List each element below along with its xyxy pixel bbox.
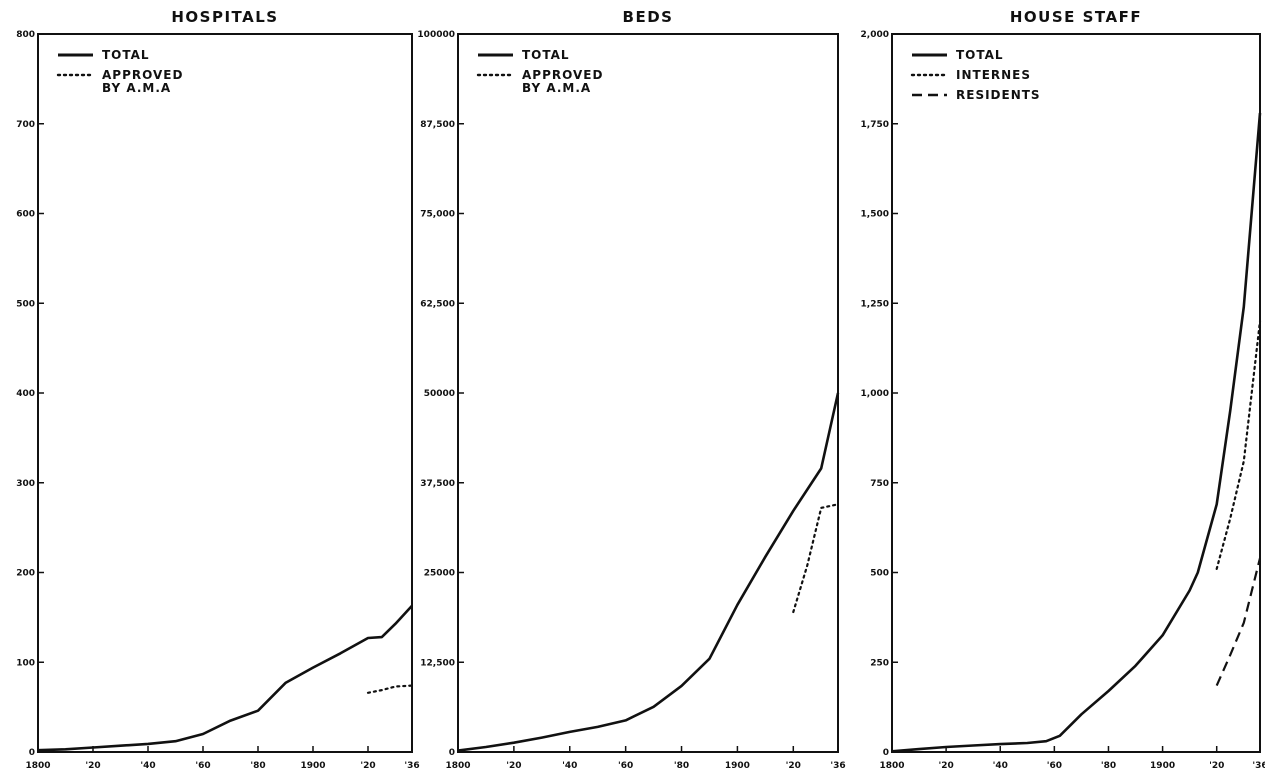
x-tick-label: '36 [830, 761, 845, 771]
x-tick-label: '20 [506, 761, 521, 771]
y-tick-label: 75,000 [420, 210, 455, 220]
plot-frame [457, 33, 839, 753]
y-tick-label: 37,500 [420, 479, 455, 489]
y-tick-label: 1,250 [861, 299, 889, 309]
y-tick-label: 250 [870, 658, 889, 668]
x-tick-label: '20 [1209, 761, 1224, 771]
series-line-total [457, 392, 840, 752]
x-tick-label: '80 [1101, 761, 1116, 771]
x-tick-label: '80 [674, 761, 689, 771]
chart-title: BEDS [623, 8, 674, 26]
y-tick-label: 400 [16, 389, 35, 399]
x-tick-label: '20 [786, 761, 801, 771]
chart-title: HOUSE STAFF [1010, 8, 1142, 26]
legend-label-approved-by-a-m-a: APPROVED BY A.M.A [102, 68, 183, 95]
x-tick-label: '20 [938, 761, 953, 771]
y-tick-label: 750 [870, 479, 889, 489]
x-tick-label: 1800 [879, 761, 904, 771]
y-tick-label: 1,750 [861, 120, 889, 130]
y-tick-label: 50000 [424, 389, 455, 399]
y-tick-label: 12,500 [420, 658, 455, 668]
y-tick-label: 600 [16, 210, 35, 220]
x-tick-label: '36 [1252, 761, 1265, 771]
x-tick-label: 1900 [725, 761, 750, 771]
chart-panel-house-staff: HOUSE STAFF 0 250 500 750 1,000 1,250 1,500 1,75… [861, 8, 1265, 771]
y-tick-label: 1,000 [861, 389, 889, 399]
legend-label-total: TOTAL [522, 48, 570, 62]
chart-panel-beds: BEDS 0 12,500 25000 37,500 50000 62,500 75,000 8… [417, 8, 845, 771]
y-tick-label: 200 [16, 569, 35, 579]
x-tick-label: 1900 [300, 761, 325, 771]
y-tick-label: 700 [16, 120, 35, 130]
legend-label-total: TOTAL [102, 48, 150, 62]
x-tick-label: '40 [562, 761, 577, 771]
y-tick-label: 62,500 [420, 299, 455, 309]
y-tick-label: 2,000 [861, 30, 889, 40]
series-line-approved-by-a-m-a [792, 503, 840, 614]
series-line-total [891, 112, 1262, 753]
x-tick-label: 1900 [1150, 761, 1175, 771]
y-tick-label: 0 [883, 748, 889, 758]
x-tick-label: '36 [404, 761, 419, 771]
x-tick-label: '60 [195, 761, 210, 771]
chart-title: HOSPITALS [171, 8, 278, 26]
x-tick-label: 1800 [25, 761, 50, 771]
y-tick-label: 500 [870, 569, 889, 579]
x-tick-label: '20 [85, 761, 100, 771]
x-tick-label: 1800 [445, 761, 470, 771]
y-tick-label: 100 [16, 658, 35, 668]
series-line-residents [1215, 557, 1262, 687]
y-tick-label: 500 [16, 299, 35, 309]
x-tick-label: '60 [618, 761, 633, 771]
plot-frame [891, 33, 1261, 753]
legend-label-residents: RESIDENTS [956, 88, 1041, 102]
x-tick-label: '20 [360, 761, 375, 771]
y-tick-label: 0 [29, 748, 35, 758]
x-tick-label: '80 [250, 761, 265, 771]
y-tick-label: 100000 [417, 30, 455, 40]
legend-label-approved-by-a-m-a: APPROVED BY A.M.A [522, 68, 603, 95]
y-tick-label: 25000 [424, 569, 455, 579]
y-tick-label: 0 [449, 748, 455, 758]
x-tick-label: '60 [1047, 761, 1062, 771]
y-tick-label: 87,500 [420, 120, 455, 130]
series-line-internes [1215, 320, 1262, 571]
x-tick-label: '40 [993, 761, 1008, 771]
x-tick-label: '40 [140, 761, 155, 771]
series-line-total [37, 604, 413, 752]
series-line-approved-by-a-m-a [366, 684, 414, 694]
legend-label-internes: INTERNES [956, 68, 1031, 82]
y-tick-label: 300 [16, 479, 35, 489]
y-tick-label: 800 [16, 30, 35, 40]
chart-panel-hospitals: HOSPITALS 0 100 200 300 400 500 600 700 800 1800 '2… [16, 8, 419, 771]
y-tick-label: 1,500 [861, 210, 889, 220]
legend-label-total: TOTAL [956, 48, 1004, 62]
